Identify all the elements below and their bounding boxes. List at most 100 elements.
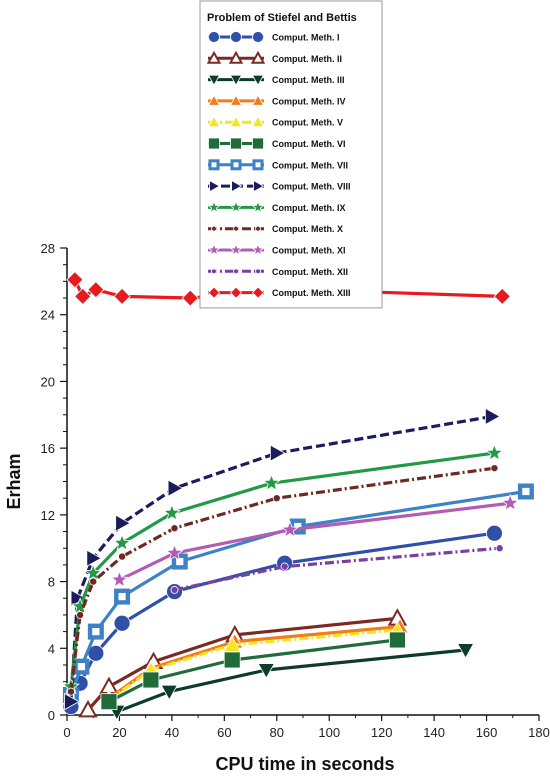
legend-marker-comput-meth-ix [229,200,243,213]
legend-marker-comput-meth-vi [252,137,264,150]
series-line-comput-meth-xi [118,501,511,582]
y-tick-label: 16 [41,441,55,456]
legend-marker-comput-meth-xi [207,243,221,256]
y-tick-label: 0 [48,708,55,723]
data-point-comput-meth-i [486,524,503,542]
data-point-comput-meth-vii [114,588,131,605]
data-point-comput-meth-ii [78,699,98,718]
series-comput-meth-vii [62,483,534,703]
data-point-comput-meth-xiii [87,281,105,299]
data-point-comput-meth-xiii [113,287,131,305]
y-tick-label: 8 [48,575,55,590]
legend-marker-comput-meth-iii [229,74,243,86]
y-tick-label: 20 [41,374,55,389]
legend-item-comput-meth-viii: Comput. Meth. VIII [208,179,351,193]
x-tick-label: 0 [63,725,70,740]
data-point-comput-meth-viii [86,549,103,567]
series-line-comput-meth-x [69,466,495,692]
series-line-comput-meth-v [108,628,398,702]
legend-item-comput-meth-x: Comput. Meth. X [208,224,343,234]
y-tick-label: 24 [41,308,55,323]
legend-item-comput-meth-xi: Comput. Meth. XI [207,243,346,256]
data-point-comput-meth-ix [113,533,132,551]
x-tick-label: 40 [165,725,179,740]
legend-item-comput-meth-xii: Comput. Meth. XII [208,267,348,277]
data-point-comput-meth-viii [269,444,286,462]
legend-label-comput-meth-iv: Comput. Meth. IV [272,96,346,106]
legend-item-comput-meth-vi: Comput. Meth. VI [208,137,346,150]
legend-marker-comput-meth-x [233,225,239,232]
legend-item-comput-meth-vii: Comput. Meth. VII [208,159,348,171]
legend-label-comput-meth-xi: Comput. Meth. XI [272,246,346,256]
data-point-comput-meth-vi [142,671,160,689]
legend-marker-comput-meth-i [230,31,242,43]
data-point-comput-meth-viii [115,514,131,532]
series-comput-meth-viii [64,407,501,711]
legend-marker-comput-meth-xiii [251,286,265,299]
legend-marker-comput-meth-iv [229,94,243,106]
y-tick-label: 28 [41,241,55,256]
legend: Problem of Stiefel and Bettis Comput. Me… [199,0,383,309]
legend-marker-comput-meth-iii [251,74,265,86]
legend-marker-comput-meth-xii [211,268,217,275]
data-point-comput-meth-xiii [493,287,511,305]
data-point-comput-meth-viii [484,407,501,426]
data-point-comput-meth-xiii [74,287,92,305]
series-comput-meth-xi [110,493,520,588]
series-comput-meth-x [66,464,499,696]
legend-item-comput-meth-i: Comput. Meth. I [208,31,340,43]
legend-marker-comput-meth-xiii [229,286,243,299]
data-point-comput-meth-vi [388,631,406,649]
legend-marker-comput-meth-iv [251,94,265,106]
legend-marker-comput-meth-v [207,115,221,127]
legend-label-comput-meth-iii: Comput. Meth. III [272,75,345,85]
y-tick-label: 4 [48,641,55,656]
x-tick-label: 60 [217,725,231,740]
data-point-comput-meth-xii [495,544,504,553]
legend-item-comput-meth-ii: Comput. Meth. II [206,50,342,64]
x-tick-label: 120 [371,725,393,740]
legend-marker-comput-meth-ix [207,200,221,213]
series-line-comput-meth-xii [174,546,500,592]
x-tick-label: 100 [318,725,340,740]
legend-marker-comput-meth-vii [252,159,264,171]
legend-marker-comput-meth-viii [231,179,243,193]
legend-marker-comput-meth-vi [230,137,242,150]
data-point-comput-meth-ix [485,443,504,461]
data-point-comput-meth-xi [501,493,520,511]
legend-label-comput-meth-ix: Comput. Meth. IX [272,203,346,213]
legend-marker-comput-meth-ii [206,50,222,64]
x-axis-title: CPU time in seconds [215,754,394,774]
legend-marker-comput-meth-xii [233,268,239,275]
legend-label-comput-meth-viii: Comput. Meth. VIII [272,182,351,192]
legend-marker-comput-meth-i [208,31,220,43]
data-point-comput-meth-xi [110,570,129,588]
legend-item-comput-meth-v: Comput. Meth. V [207,115,343,128]
legend-marker-comput-meth-xii [255,268,261,275]
legend-marker-comput-meth-x [211,225,217,232]
series-line-comput-meth-vi [108,638,398,704]
x-tick-label: 20 [112,725,126,740]
legend-marker-comput-meth-v [229,115,243,127]
legend-marker-comput-meth-vii [208,159,220,171]
data-point-comput-meth-ix [162,503,181,521]
data-point-comput-meth-xi [280,520,299,538]
legend-marker-comput-meth-vii [230,159,242,171]
x-tick-label: 180 [528,725,550,740]
legend-marker-comput-meth-xi [229,243,243,256]
data-point-comput-meth-ix [84,563,103,581]
data-point-comput-meth-xii [280,562,289,571]
legend-marker-comput-meth-ii [228,50,244,64]
legend-box [199,0,383,309]
legend-marker-comput-meth-v [251,115,265,127]
series-comput-meth-xii [170,544,504,594]
data-point-comput-meth-x [118,552,127,561]
legend-marker-comput-meth-vi [208,137,220,150]
legend-label-comput-meth-i: Comput. Meth. I [272,33,340,43]
x-tick-label: 140 [423,725,445,740]
legend-marker-comput-meth-x [255,225,261,232]
data-point-comput-meth-xi [165,543,184,561]
data-point-comput-meth-x [170,524,179,533]
axes: 0 20 40 60 80 100 120 140 160 180 0 4 8 12 16 20 24 28 [41,241,550,740]
